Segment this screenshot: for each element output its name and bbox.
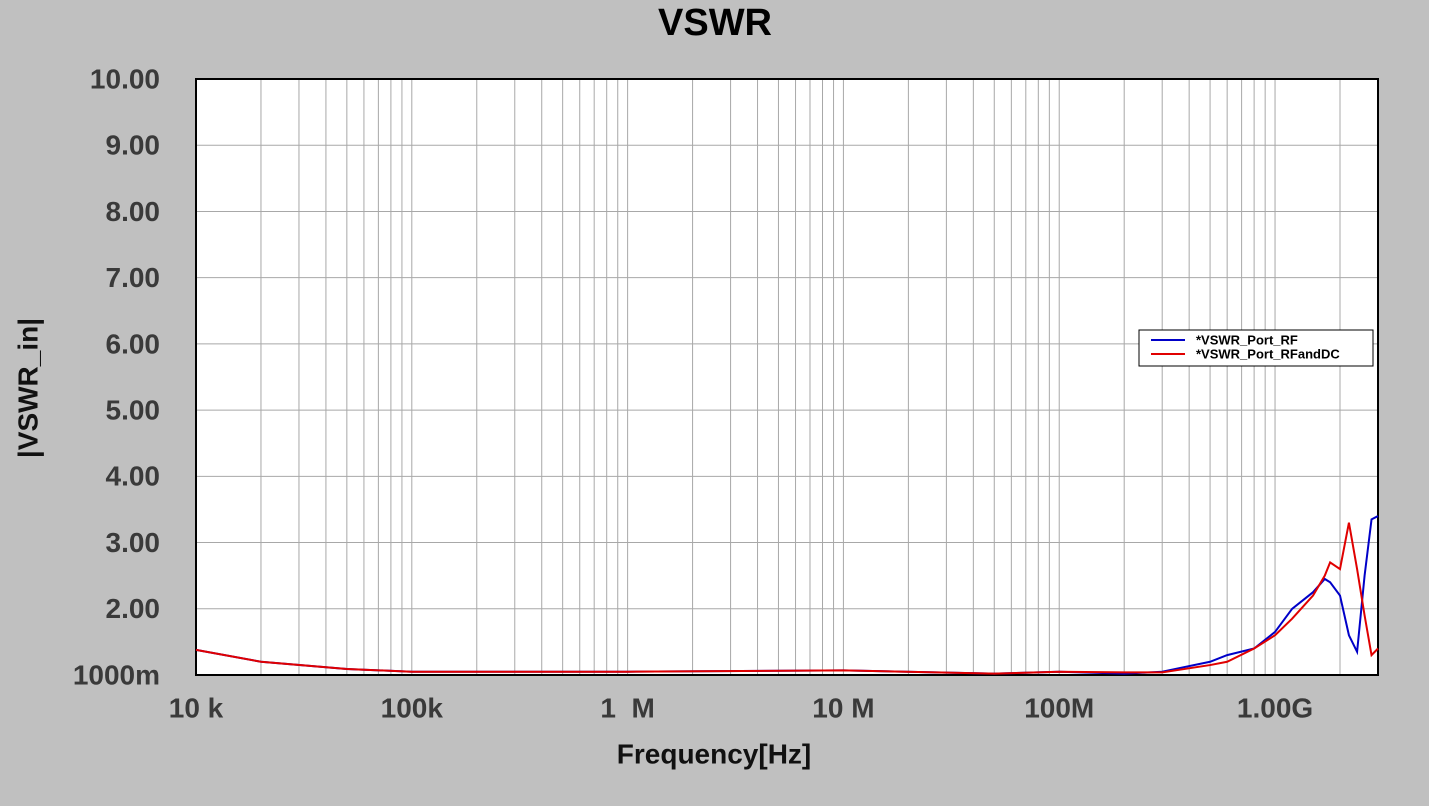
y-tick-label: 9.00: [106, 130, 161, 161]
y-tick-label: 8.00: [106, 196, 161, 227]
legend-label: *VSWR_Port_RF: [1196, 332, 1298, 347]
x-tick-label: 1 M: [600, 692, 654, 723]
x-tick-label: 10 M: [812, 692, 874, 723]
y-tick-label: 7.00: [106, 262, 161, 293]
y-tick-label: 10.00: [90, 63, 160, 94]
series-line: [195, 522, 1379, 675]
legend-label: *VSWR_Port_RFandDC: [1196, 346, 1340, 361]
x-tick-label: 100M: [1024, 692, 1094, 723]
y-axis-label: |VSWR_in|: [12, 318, 43, 458]
chart-title: VSWR: [658, 2, 772, 44]
y-tick-label: 2.00: [106, 593, 161, 624]
plot-area: [196, 79, 1378, 675]
legend-box: [1138, 329, 1374, 367]
y-tick-label: 1000m: [73, 659, 160, 690]
plot-frame: [195, 78, 1379, 676]
y-tick-label: 3.00: [106, 527, 161, 558]
y-tick-label: 6.00: [106, 328, 161, 359]
y-tick-label: 5.00: [106, 395, 161, 426]
y-tick-label: 4.00: [106, 461, 161, 492]
x-tick-label: 1.00G: [1237, 692, 1313, 723]
x-tick-label: 10 k: [169, 692, 224, 723]
x-axis-label: Frequency[Hz]: [617, 738, 811, 769]
x-tick-label: 100k: [381, 692, 444, 723]
